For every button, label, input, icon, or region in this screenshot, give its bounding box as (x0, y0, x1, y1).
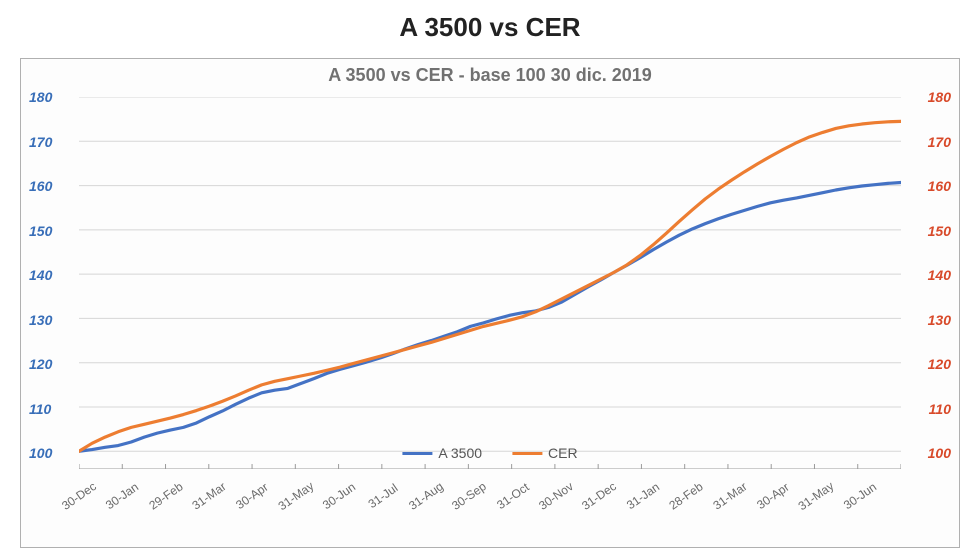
legend: A 3500 CER (402, 445, 577, 461)
legend-swatch (402, 452, 432, 455)
chart-container: A 3500 vs CER A 3500 vs CER - base 100 3… (0, 0, 980, 560)
chart-subtitle: A 3500 vs CER - base 100 30 dic. 2019 (21, 65, 959, 86)
chart-box: A 3500 vs CER - base 100 30 dic. 2019 10… (20, 58, 960, 548)
legend-item: A 3500 (402, 445, 482, 461)
xtick-label: 28-Feb (667, 479, 706, 512)
ytick-right: 160 (928, 178, 951, 194)
ytick-left: 120 (29, 356, 52, 372)
ytick-left: 150 (29, 223, 52, 239)
main-title: A 3500 vs CER (0, 0, 980, 43)
legend-label: A 3500 (438, 445, 482, 461)
series-cer (79, 121, 901, 451)
ytick-right: 150 (928, 223, 951, 239)
ytick-right: 180 (928, 89, 951, 105)
series-a-3500 (79, 182, 901, 451)
xtick-label: 31-May (796, 479, 837, 513)
plot-area (79, 97, 901, 469)
xtick-label: 31-Dec (580, 479, 620, 513)
xtick-label: 30-Nov (536, 479, 576, 513)
ytick-right: 130 (928, 312, 951, 328)
xtick-label: 31-Jan (624, 480, 662, 513)
xtick-label: 31-Oct (494, 480, 532, 512)
ytick-left: 180 (29, 89, 52, 105)
xtick-label: 29-Feb (146, 479, 185, 512)
chart-svg (79, 97, 901, 469)
xtick-label: 30-Dec (59, 479, 99, 513)
xtick-label: 30-Jan (103, 480, 141, 513)
ytick-right: 170 (928, 134, 951, 150)
ytick-left: 100 (29, 445, 52, 461)
xtick-label: 30-Jun (841, 480, 879, 513)
ytick-left: 170 (29, 134, 52, 150)
xtick-label: 31-Mar (190, 479, 229, 512)
legend-label: CER (548, 445, 578, 461)
ytick-right: 140 (928, 267, 951, 283)
ytick-left: 140 (29, 267, 52, 283)
xtick-label: 30-Apr (234, 480, 272, 512)
xtick-label: 30-Sep (449, 479, 489, 513)
ytick-left: 160 (29, 178, 52, 194)
xtick-label: 31-Aug (406, 479, 446, 513)
legend-item: CER (512, 445, 578, 461)
xtick-label: 30-Jun (320, 480, 358, 513)
ytick-right: 100 (928, 445, 951, 461)
xtick-label: 31-May (275, 479, 316, 513)
xtick-label: 31-Mar (710, 479, 749, 512)
ytick-right: 120 (928, 356, 951, 372)
xtick-label: 31-Jul (365, 481, 400, 511)
xtick-label: 30-Apr (754, 480, 792, 512)
ytick-left: 110 (29, 401, 51, 417)
ytick-left: 130 (29, 312, 52, 328)
legend-swatch (512, 452, 542, 455)
ytick-right: 110 (929, 401, 951, 417)
